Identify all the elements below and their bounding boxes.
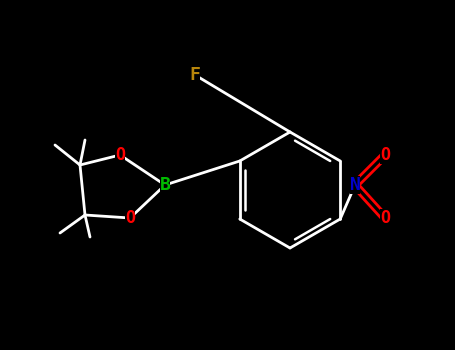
Text: O: O: [125, 209, 135, 227]
Text: N: N: [349, 176, 360, 194]
Text: B: B: [160, 176, 171, 194]
Text: O: O: [380, 209, 390, 227]
Text: O: O: [115, 146, 125, 164]
Text: F: F: [190, 66, 201, 84]
Text: O: O: [380, 146, 390, 164]
